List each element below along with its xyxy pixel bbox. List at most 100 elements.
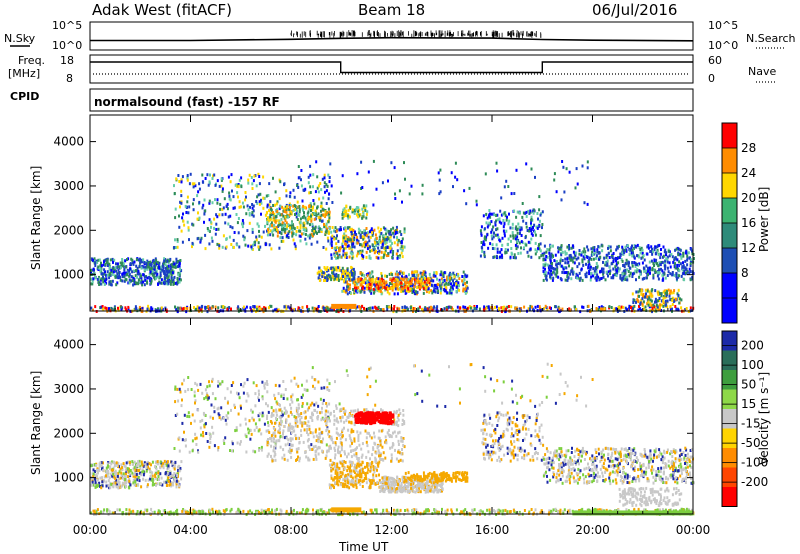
data-cell xyxy=(93,463,96,467)
data-cell xyxy=(327,273,330,277)
data-cell xyxy=(320,230,323,233)
data-cell xyxy=(312,227,314,230)
data-cell xyxy=(110,482,113,486)
data-cell xyxy=(661,303,663,307)
data-cell xyxy=(157,307,159,311)
data-cell xyxy=(414,282,417,286)
data-cell xyxy=(250,247,253,251)
data-cell xyxy=(375,285,378,289)
data-cell xyxy=(187,211,190,215)
data-cell xyxy=(314,209,317,213)
data-cell xyxy=(256,201,259,205)
data-cell xyxy=(217,306,220,310)
data-cell xyxy=(159,271,162,275)
data-cell xyxy=(116,508,119,512)
data-cell xyxy=(619,274,622,278)
data-cell xyxy=(356,238,359,242)
data-cell xyxy=(602,270,605,274)
data-cell xyxy=(496,250,499,254)
data-cell xyxy=(240,176,243,180)
colorbar-segment xyxy=(722,123,737,148)
data-cell xyxy=(534,305,537,309)
nsky-label: N.Sky xyxy=(4,32,36,45)
data-cell xyxy=(499,209,502,213)
data-cell xyxy=(566,245,569,249)
data-cell xyxy=(173,184,175,188)
data-cell xyxy=(617,261,620,265)
data-cell xyxy=(156,478,159,481)
data-cell xyxy=(400,245,403,249)
data-cell xyxy=(312,232,315,236)
data-cell xyxy=(383,283,386,286)
data-cell xyxy=(566,261,569,265)
data-cell xyxy=(449,305,452,309)
data-cell xyxy=(400,251,403,255)
data-cell xyxy=(554,305,557,309)
data-cell xyxy=(299,229,302,233)
data-cell xyxy=(524,236,527,240)
data-cell xyxy=(151,273,154,277)
data-cell xyxy=(100,272,103,276)
data-cell xyxy=(656,274,659,278)
data-cell xyxy=(167,261,170,265)
data-cell xyxy=(227,175,230,179)
data-cell xyxy=(518,225,521,229)
data-cell xyxy=(486,233,489,237)
data-cell xyxy=(530,508,533,511)
data-cell xyxy=(396,307,399,311)
data-cell xyxy=(179,205,181,209)
data-cell xyxy=(632,301,635,304)
data-cell xyxy=(295,233,298,237)
data-cell xyxy=(300,184,303,188)
data-cell xyxy=(381,277,383,281)
data-cell xyxy=(685,507,688,511)
data-cell xyxy=(450,282,452,286)
data-cell xyxy=(291,228,294,231)
beam-title: Beam 18 xyxy=(358,1,425,19)
data-cell xyxy=(514,256,517,260)
data-cell xyxy=(398,287,401,291)
data-cell xyxy=(365,255,368,259)
data-cell xyxy=(177,273,180,277)
data-cell xyxy=(415,290,418,294)
data-cell xyxy=(590,257,593,261)
data-cell xyxy=(124,468,127,472)
data-cell xyxy=(415,508,418,512)
data-cell xyxy=(361,253,364,257)
data-cell xyxy=(409,287,412,291)
data-cell xyxy=(538,224,541,228)
data-cell xyxy=(552,267,555,270)
data-cell xyxy=(124,478,127,482)
data-cell xyxy=(313,217,316,221)
data-cell xyxy=(342,253,345,257)
data-cell xyxy=(636,268,639,272)
data-cell xyxy=(99,461,102,465)
data-cell xyxy=(464,508,467,512)
data-cell xyxy=(220,178,223,182)
data-cell xyxy=(123,464,126,468)
data-cell xyxy=(648,268,651,272)
data-cell xyxy=(242,305,245,309)
data-cell xyxy=(253,305,256,309)
data-cell xyxy=(683,278,686,282)
data-cell xyxy=(593,246,596,249)
data-cell xyxy=(108,486,111,490)
data-cell xyxy=(602,275,605,279)
data-cell xyxy=(624,245,627,249)
data-cell xyxy=(114,481,117,485)
data-cell xyxy=(543,251,546,255)
data-cell xyxy=(377,246,380,250)
data-cell xyxy=(166,511,169,515)
data-cell xyxy=(353,276,356,280)
data-cell xyxy=(349,228,352,232)
data-cell xyxy=(112,469,115,472)
data-cell xyxy=(569,253,572,257)
data-cell xyxy=(184,204,187,208)
data-cell xyxy=(299,239,302,243)
data-cell xyxy=(92,483,95,487)
data-cell xyxy=(131,463,134,466)
data-cell xyxy=(232,245,235,249)
data-cell xyxy=(596,508,599,512)
data-cell xyxy=(284,215,287,219)
data-cell xyxy=(330,184,333,188)
